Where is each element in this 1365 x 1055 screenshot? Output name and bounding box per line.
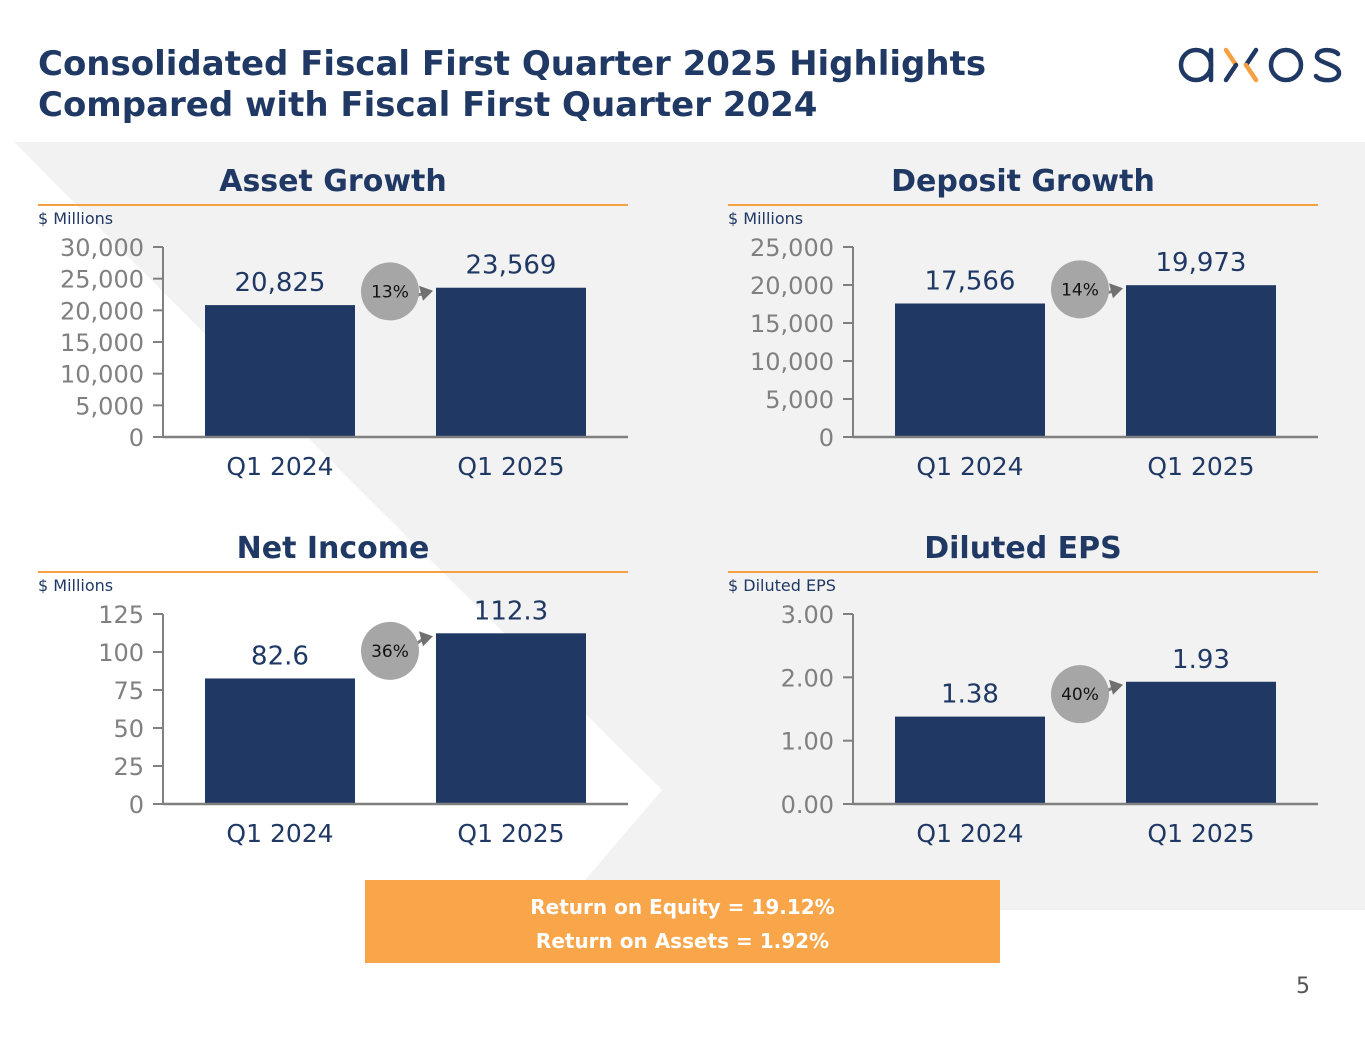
bar-value-label: 82.6	[251, 641, 309, 671]
bar-value-label: 1.38	[941, 680, 999, 710]
diluted-eps-chart: 0.00 1.00 2.00 3.00 1.38 Q1 2024 1.93 Q1 2025 40…	[781, 601, 1318, 848]
y-tick-label: 0.00	[781, 791, 834, 819]
x-category-label: Q1 2024	[916, 452, 1023, 481]
growth-badge	[361, 262, 419, 321]
diluted-eps-unit-label: $ Diluted EPS	[728, 576, 836, 595]
growth-badge-label: 40%	[1061, 685, 1099, 705]
y-tick-label: 75	[113, 677, 144, 705]
x-category-label: Q1 2024	[226, 819, 333, 848]
y-tick-label: 5,000	[75, 392, 144, 420]
net-income-chart: 0 25 50 75 100 125 82.6 Q1 2024 112.3 Q1 2025 36%	[98, 596, 628, 848]
y-tick-label: 25,000	[60, 266, 144, 294]
deposit-growth-title: Deposit Growth	[891, 164, 1155, 199]
net-income-unit-label: $ Millions	[38, 576, 114, 595]
bar-2	[1126, 285, 1276, 437]
x-category-label: Q1 2025	[1147, 452, 1254, 481]
title-line-2: Compared with Fiscal First Quarter 2024	[38, 85, 818, 125]
asset-growth-chart: 0 5,000 10,000 15,000 20,000 25,000 30,000 20,8…	[60, 234, 628, 481]
bar-2	[436, 287, 586, 437]
returns-summary-box: Return on Equity = 19.12% Return on Asse…	[365, 880, 1000, 963]
asset-growth-rule	[38, 204, 628, 206]
deposit-growth-panel: Deposit Growth $ Millions 0 5,000 10,000 15…	[728, 162, 1318, 482]
x-category-label: Q1 2025	[1147, 819, 1254, 848]
y-tick-label: 0	[819, 424, 834, 452]
bar-2	[1126, 681, 1276, 804]
return-on-assets-text: Return on Assets = 1.92%	[535, 929, 830, 953]
bar-value-label: 17,566	[925, 266, 1016, 296]
bar-value-label: 19,973	[1156, 248, 1247, 278]
x-category-label: Q1 2024	[226, 452, 333, 481]
asset-growth-unit-label: $ Millions	[38, 209, 114, 228]
y-tick-label: 0	[129, 424, 144, 452]
y-tick-label: 25	[113, 753, 144, 781]
y-tick-label: 3.00	[781, 601, 834, 629]
y-tick-label: 15,000	[60, 329, 144, 357]
growth-arrow-head	[419, 285, 433, 301]
y-tick-label: 100	[98, 639, 144, 667]
slide-title: Consolidated Fiscal First Quarter 2025 H…	[38, 44, 986, 126]
y-tick-label: 20,000	[750, 272, 834, 300]
title-line-1: Consolidated Fiscal First Quarter 2025 H…	[38, 44, 987, 84]
bar-1	[205, 305, 355, 437]
y-tick-label: 10,000	[750, 348, 834, 376]
bar-1	[895, 303, 1045, 437]
page-number: 5	[1296, 974, 1310, 999]
y-tick-label: 25,000	[750, 234, 834, 262]
y-tick-label: 2.00	[781, 664, 834, 692]
growth-badge	[1051, 665, 1109, 724]
y-tick-label: 20,000	[60, 297, 144, 325]
growth-badge-label: 14%	[1061, 280, 1099, 300]
growth-badge	[1051, 260, 1109, 319]
deposit-growth-rule	[728, 204, 1318, 206]
y-tick-label: 10,000	[60, 361, 144, 389]
x-category-label: Q1 2025	[457, 452, 564, 481]
net-income-panel: Net Income $ Millions 0 25 50 75 100 125 82.6 Q…	[38, 529, 628, 849]
y-tick-label: 50	[113, 715, 144, 743]
diluted-eps-panel: Diluted EPS $ Diluted EPS 0.00 1.00 2.00 3.…	[728, 529, 1318, 849]
deposit-growth-unit-label: $ Millions	[728, 209, 804, 228]
y-tick-label: 30,000	[60, 234, 144, 262]
y-tick-label: 15,000	[750, 310, 834, 338]
x-category-label: Q1 2024	[916, 819, 1023, 848]
asset-growth-title: Asset Growth	[219, 164, 447, 199]
return-on-equity-text: Return on Equity = 19.12%	[530, 895, 835, 919]
bar-value-label: 112.3	[474, 596, 548, 626]
bar-1	[205, 678, 355, 804]
growth-badge	[361, 621, 419, 680]
bar-2	[436, 633, 586, 804]
y-tick-label: 1.00	[781, 728, 834, 756]
diluted-eps-rule	[728, 571, 1318, 573]
growth-arrow-head	[1109, 283, 1123, 299]
y-tick-label: 0	[129, 791, 144, 819]
growth-arrow-head	[419, 631, 433, 647]
growth-badge-label: 13%	[371, 282, 409, 302]
asset-growth-panel: Asset Growth $ Millions 0 5,000 10,000 15,0…	[38, 162, 628, 482]
x-category-label: Q1 2025	[457, 819, 564, 848]
bar-1	[895, 716, 1045, 804]
bar-value-label: 1.93	[1172, 645, 1230, 675]
y-tick-label: 5,000	[765, 386, 834, 414]
deposit-growth-chart: 0 5,000 10,000 15,000 20,000 25,000 17,566 Q1 2…	[750, 234, 1318, 481]
y-tick-label: 125	[98, 601, 144, 629]
bar-value-label: 23,569	[466, 251, 557, 281]
diluted-eps-title: Diluted EPS	[924, 531, 1122, 566]
net-income-title: Net Income	[236, 531, 430, 566]
growth-arrow-head	[1109, 679, 1123, 695]
net-income-rule	[38, 571, 628, 573]
axos-logo	[1178, 47, 1342, 83]
growth-badge-label: 36%	[371, 642, 409, 662]
bar-value-label: 20,825	[235, 268, 326, 298]
